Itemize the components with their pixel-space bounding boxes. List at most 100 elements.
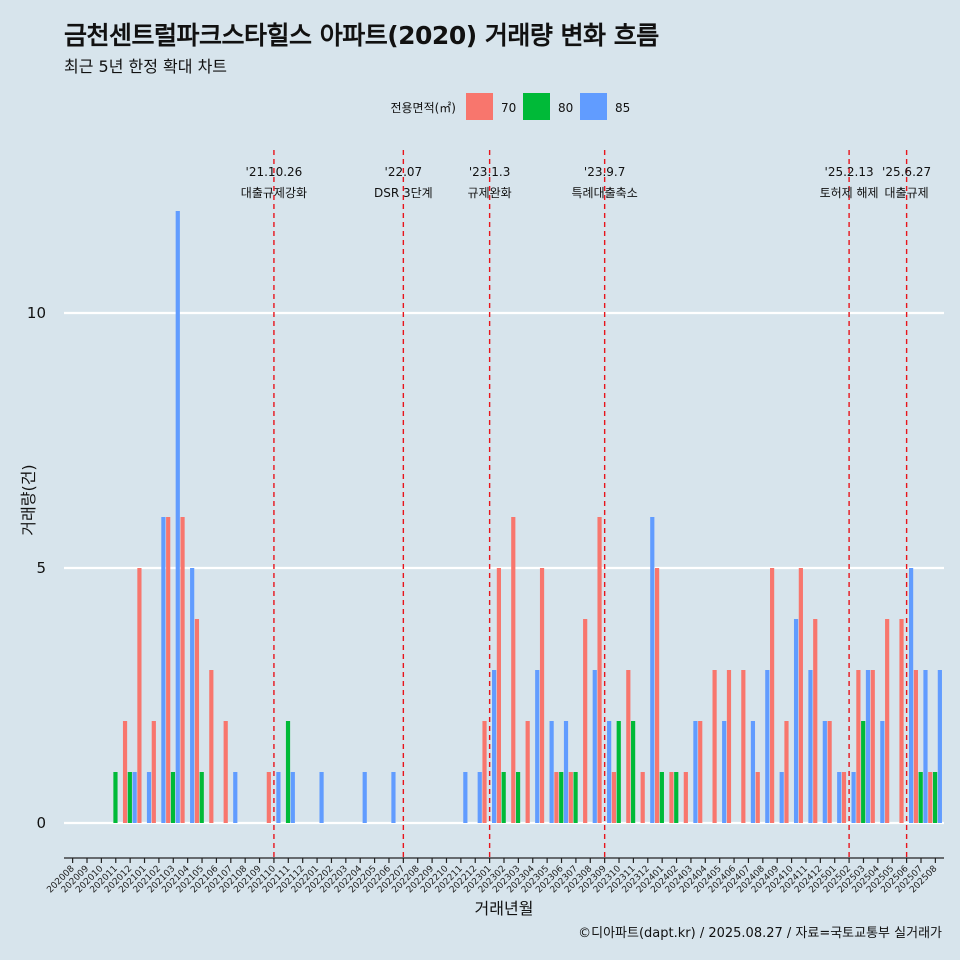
bar-70-202402: [669, 772, 674, 823]
bar-70-202412: [813, 619, 818, 823]
legend-label-85: 85: [615, 101, 630, 115]
legend-swatch-70: [466, 93, 493, 120]
bar-70-202411: [798, 568, 803, 823]
bar-70-202404: [698, 721, 703, 823]
bar-85-202507: [923, 670, 928, 823]
bar-70-202311: [626, 670, 631, 823]
bar-85-202502: [851, 772, 856, 823]
bar-85-202411: [808, 670, 813, 823]
bar-70-202105: [194, 619, 200, 823]
y-tick-label: 5: [36, 559, 46, 577]
bar-70-202306: [554, 772, 559, 823]
bar-85-202309: [607, 721, 612, 823]
bar-80-202507: [918, 772, 923, 823]
bar-70-202406: [726, 670, 732, 823]
bar-80-202307: [573, 772, 578, 823]
bar-70-202405: [712, 670, 717, 823]
bar-70-202307: [568, 772, 573, 823]
bar-70-202502: [841, 772, 847, 823]
bar-85-202107: [233, 772, 238, 823]
bar-70-202508: [928, 772, 933, 823]
legend-label-80: 80: [558, 101, 573, 115]
bar-85-202305: [549, 721, 554, 823]
bar-85-202504: [880, 721, 885, 823]
bar-70-202012: [122, 721, 128, 823]
legend-swatch-80: [523, 93, 550, 120]
bar-70-202410: [784, 721, 789, 823]
bar-70-202312: [640, 772, 645, 823]
bar-70-202309: [597, 517, 602, 823]
bar-85-202412: [822, 721, 827, 823]
bar-85-202405: [722, 721, 727, 823]
bar-85-202301: [492, 670, 497, 823]
bar-70-202302: [496, 568, 501, 823]
bar-85-202102: [161, 517, 166, 823]
legend-title: 전용면적(㎡): [390, 101, 456, 115]
bar-80-202508: [932, 772, 938, 823]
bar-70-202501: [827, 721, 832, 823]
event-date: '25.2.13: [825, 165, 874, 179]
event-date: '23.1.3: [469, 165, 510, 179]
bar-85-202403: [693, 721, 698, 823]
bar-85-202206: [391, 772, 396, 823]
event-label: 대출규제: [885, 186, 929, 200]
bar-80-202401: [659, 772, 664, 823]
bar-70-202101: [137, 568, 142, 823]
event-date: '23.9.7: [584, 165, 625, 179]
bar-70-202403: [683, 772, 688, 823]
bar-85-202410: [793, 619, 799, 823]
y-tick-label: 0: [36, 814, 46, 832]
bar-85-202501: [837, 772, 842, 823]
bar-80-202306: [559, 772, 564, 823]
event-date: '22.07: [385, 165, 423, 179]
bar-70-202505: [885, 619, 890, 823]
bar-80-202302: [501, 772, 506, 823]
bar-85-202104: [190, 568, 195, 823]
bar-80-202103: [170, 772, 176, 823]
bar-70-202407: [741, 670, 746, 823]
bar-80-202011: [113, 772, 118, 823]
bar-85-202111: [290, 772, 295, 823]
bar-85-202101: [146, 772, 152, 823]
event-label: 대출규제강화: [241, 186, 307, 200]
bar-70-202503: [856, 670, 861, 823]
bar-85-202408: [765, 670, 770, 823]
event-label: DSR 3단계: [374, 186, 433, 200]
bar-70-202409: [770, 568, 775, 823]
bar-70-202107: [223, 721, 228, 823]
bar-70-202304: [525, 721, 530, 823]
event-label: 토허제 해제: [820, 186, 879, 200]
bar-70-202303: [511, 517, 516, 823]
bar-80-202105: [199, 772, 204, 823]
event-date: '21.10.26: [246, 165, 303, 179]
bar-85-202204: [362, 772, 367, 823]
bar-85-202103: [175, 211, 180, 823]
bar-70-202106: [209, 670, 214, 823]
bar-70-202103: [166, 517, 171, 823]
legend-swatch-85: [580, 93, 607, 120]
source-credit: ©디아파트(dapt.kr) / 2025.08.27 / 자료=국토교통부 실…: [578, 926, 942, 941]
bar-85-202201: [319, 772, 324, 823]
bar-70-202102: [151, 721, 156, 823]
event-label: 규제완화: [468, 186, 512, 200]
bar-80-202012: [127, 772, 132, 823]
bar-85-202306: [563, 721, 569, 823]
bar-85-202308: [592, 670, 597, 823]
bar-80-202303: [515, 772, 521, 823]
bar-85-202409: [779, 772, 784, 823]
legend-label-70: 70: [501, 101, 516, 115]
bar-85-202506: [909, 568, 914, 823]
bar-70-202110: [266, 772, 271, 823]
bar-85-202212: [477, 772, 482, 823]
bar-85-202211: [463, 772, 468, 823]
bar-70-202305: [539, 568, 545, 823]
event-label: 특례대출축소: [572, 186, 638, 200]
bar-85-202012: [132, 772, 137, 823]
y-tick-label: 10: [27, 304, 46, 322]
bar-70-202408: [755, 772, 760, 823]
bar-70-202507: [913, 670, 918, 823]
bar-85-202407: [750, 721, 756, 823]
bar-80-202310: [616, 721, 621, 823]
bar-70-202308: [583, 619, 588, 823]
